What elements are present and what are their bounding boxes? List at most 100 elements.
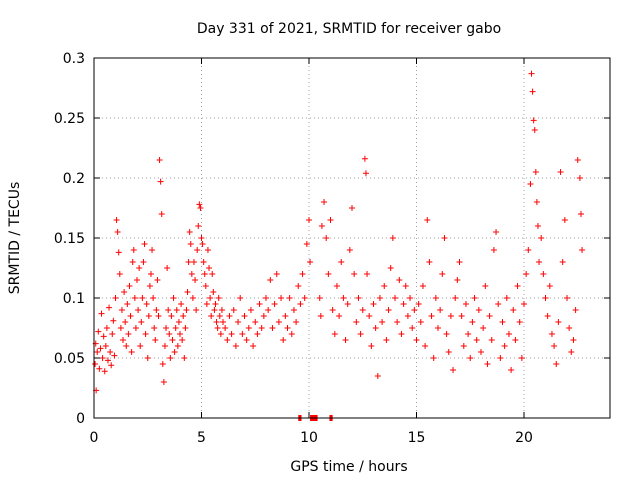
data-point — [306, 217, 312, 223]
data-point — [521, 301, 527, 307]
data-point — [144, 355, 151, 361]
data-point — [284, 325, 291, 331]
data-point — [138, 319, 145, 325]
data-point — [199, 241, 206, 247]
data-point — [232, 343, 239, 349]
data-point — [510, 307, 517, 313]
data-point — [471, 295, 478, 301]
data-point — [495, 301, 502, 307]
data-point — [172, 325, 179, 331]
data-point — [127, 313, 134, 319]
data-point — [297, 301, 304, 307]
data-point — [177, 331, 183, 337]
data-point — [482, 283, 489, 289]
data-point — [534, 223, 541, 229]
data-point — [303, 241, 310, 247]
data-point — [136, 265, 143, 271]
data-point — [120, 337, 127, 343]
data-point — [169, 337, 176, 343]
data-point — [465, 331, 472, 337]
data-point — [201, 271, 208, 277]
data-point — [132, 325, 139, 331]
data-point — [568, 349, 575, 355]
data-point — [137, 343, 144, 349]
grid-lines — [94, 58, 610, 418]
data-point — [280, 337, 287, 343]
data-point — [164, 265, 171, 271]
data-point — [269, 325, 276, 331]
data-point — [353, 319, 360, 325]
data-point — [214, 325, 221, 331]
y-tick-label: 0.05 — [54, 351, 85, 367]
data-point — [478, 349, 484, 355]
data-point — [130, 247, 137, 253]
data-point — [168, 313, 175, 319]
y-tick-label: 0.1 — [63, 291, 85, 307]
data-point — [174, 343, 181, 349]
data-point — [213, 319, 220, 325]
data-point — [208, 313, 215, 319]
x-tick-label: 5 — [197, 430, 206, 446]
data-point — [422, 343, 429, 349]
data-point — [260, 313, 267, 319]
chart-title: Day 331 of 2021, SRMTID for receiver gab… — [197, 21, 501, 37]
data-point — [101, 368, 108, 375]
data-point — [293, 319, 300, 325]
data-point — [456, 259, 463, 265]
y-tick-label: 0.2 — [63, 171, 85, 187]
data-point — [503, 295, 510, 301]
data-point — [443, 331, 450, 337]
data-point — [290, 307, 297, 313]
data-point — [111, 352, 118, 359]
data-point — [355, 295, 362, 301]
data-point — [538, 235, 545, 241]
data-point — [154, 277, 161, 283]
data-point — [333, 283, 340, 289]
data-point — [184, 289, 191, 295]
data-point — [344, 301, 351, 307]
data-point — [243, 337, 250, 343]
y-tick-label: 0 — [76, 411, 85, 427]
data-point — [514, 283, 521, 289]
data-point — [372, 325, 379, 331]
data-point — [486, 313, 493, 319]
data-point — [142, 331, 149, 337]
data-point — [508, 367, 515, 373]
data-point — [316, 295, 323, 301]
data-point — [140, 259, 147, 265]
data-point — [282, 313, 289, 319]
data-point — [497, 355, 504, 361]
data-point — [235, 319, 242, 325]
data-point — [103, 325, 110, 331]
data-point — [121, 289, 128, 295]
data-point — [252, 319, 259, 325]
data-point — [178, 301, 185, 307]
data-point — [228, 331, 235, 337]
data-point — [159, 361, 166, 367]
data-point — [419, 283, 426, 289]
data-point — [161, 343, 168, 349]
data-point — [536, 259, 543, 265]
data-point — [530, 117, 537, 124]
data-point — [398, 331, 405, 337]
data-point — [150, 295, 157, 301]
data-point — [409, 325, 416, 331]
data-point — [528, 70, 535, 77]
data-point — [561, 217, 568, 223]
data-point — [462, 301, 469, 307]
data-point — [209, 271, 216, 277]
data-point — [424, 217, 431, 223]
data-point — [152, 337, 159, 343]
data-point — [542, 295, 549, 301]
plot-frame — [93, 57, 611, 419]
data-point — [206, 265, 213, 271]
data-point — [525, 247, 532, 253]
y-axis-label: SRMTID / TECUs — [7, 182, 23, 295]
data-point — [379, 319, 386, 325]
data-point — [278, 295, 285, 301]
data-point — [271, 301, 278, 307]
data-point — [275, 319, 282, 325]
data-point — [321, 199, 328, 205]
data-point — [460, 343, 467, 349]
